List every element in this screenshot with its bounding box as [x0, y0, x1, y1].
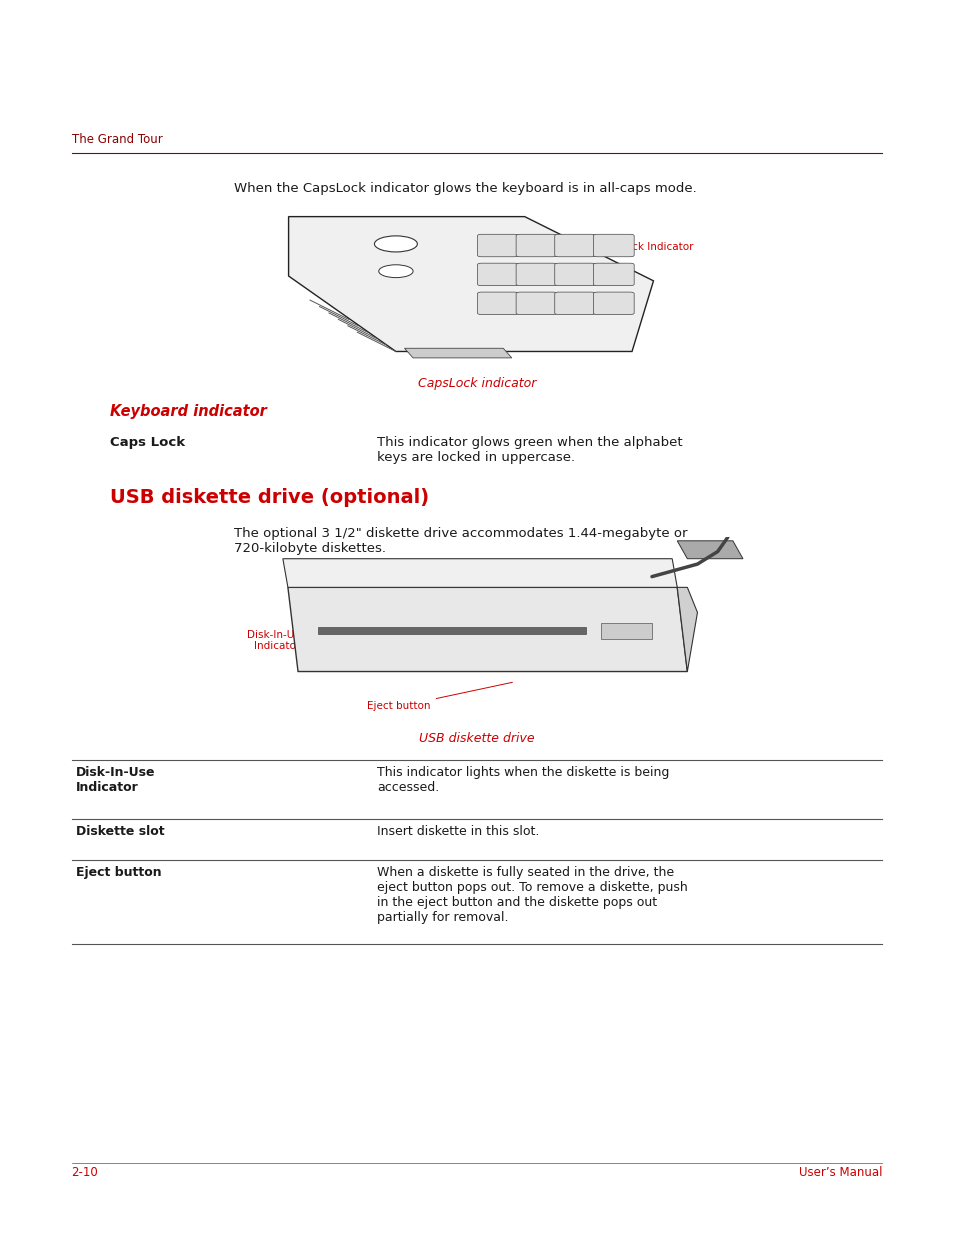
Text: Diskette slot: Diskette slot	[76, 825, 165, 839]
Text: User’s Manual: User’s Manual	[798, 1166, 882, 1179]
Text: When a diskette is fully seated in the drive, the
eject button pops out. To remo: When a diskette is fully seated in the d…	[376, 866, 687, 924]
Text: When the CapsLock indicator glows the keyboard is in all-caps mode.: When the CapsLock indicator glows the ke…	[233, 182, 696, 195]
Text: Caps Lock: Caps Lock	[110, 436, 185, 450]
Text: The optional 3 1/2" diskette drive accommodates 1.44-megabyte or
720-kilobyte di: The optional 3 1/2" diskette drive accom…	[233, 527, 686, 556]
Text: Disk-In-Use
Indicator: Disk-In-Use Indicator	[247, 613, 378, 651]
Text: USB diskette drive: USB diskette drive	[418, 732, 535, 746]
Text: USB diskette drive (optional): USB diskette drive (optional)	[110, 488, 429, 506]
Text: Caps Lock Indicator: Caps Lock Indicator	[551, 242, 693, 259]
Text: This indicator glows green when the alphabet
keys are locked in uppercase.: This indicator glows green when the alph…	[376, 436, 681, 464]
Text: Diskette slot: Diskette slot	[334, 647, 416, 674]
Text: CapsLock indicator: CapsLock indicator	[417, 377, 536, 390]
Text: Eject button: Eject button	[367, 682, 512, 711]
Text: Keyboard indicator: Keyboard indicator	[110, 404, 266, 419]
Text: Insert diskette in this slot.: Insert diskette in this slot.	[376, 825, 538, 839]
Text: Eject button: Eject button	[76, 866, 162, 879]
Text: This indicator lights when the diskette is being
accessed.: This indicator lights when the diskette …	[376, 766, 668, 794]
Text: Disk-In-Use
Indicator: Disk-In-Use Indicator	[76, 766, 155, 794]
Text: 2-10: 2-10	[71, 1166, 98, 1179]
Text: The Grand Tour: The Grand Tour	[71, 132, 162, 146]
